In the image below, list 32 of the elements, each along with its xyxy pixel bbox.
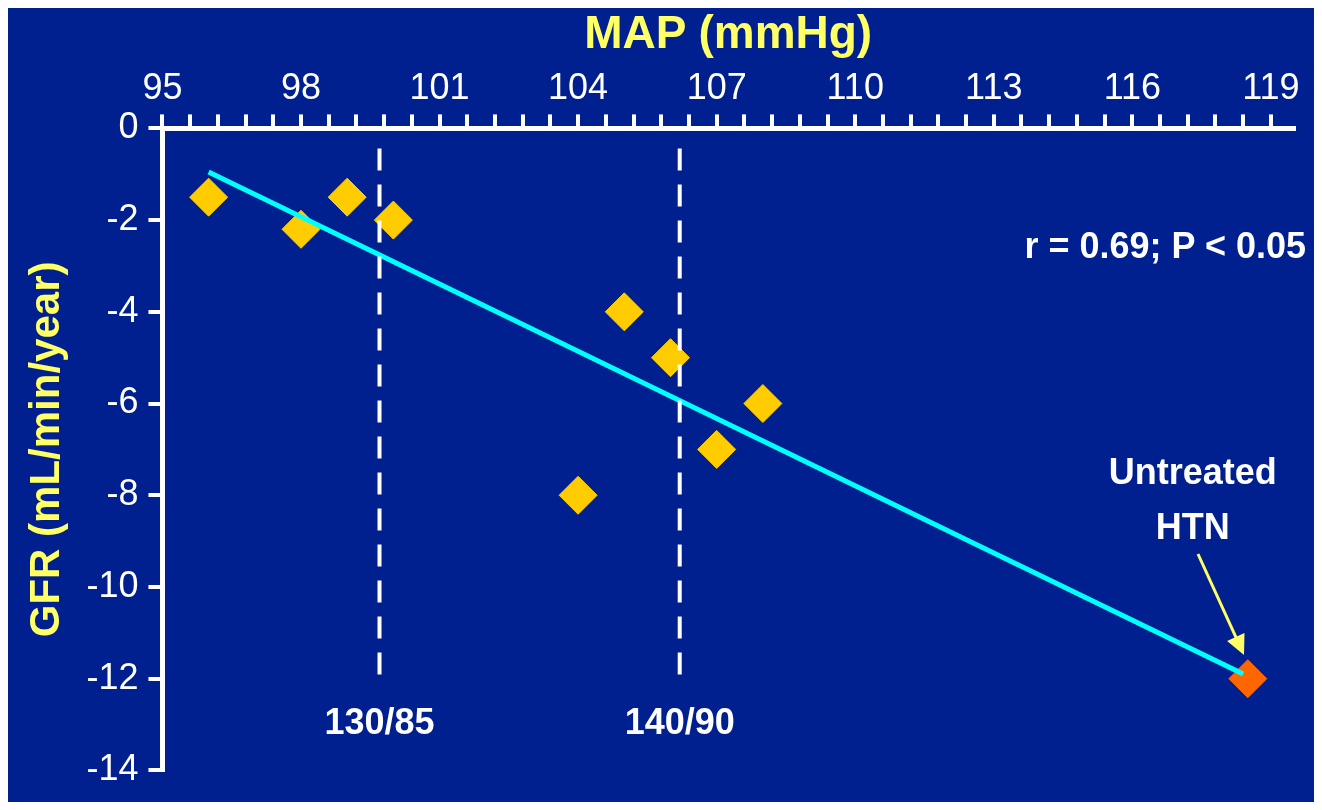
y-tick-label: -2 [106, 197, 139, 239]
y-tick-label: -12 [86, 655, 139, 697]
y-tick-label: 0 [118, 105, 139, 147]
annotation: r = 0.69; P < 0.05 [1024, 224, 1306, 266]
point [558, 475, 598, 515]
point [1228, 659, 1268, 699]
x-tick-label: 104 [548, 65, 609, 107]
annotation: 130/85 [324, 701, 435, 743]
point [373, 200, 413, 240]
point [604, 292, 644, 332]
x-tick-label: 119 [1242, 65, 1300, 107]
x-tick-label: 95 [142, 65, 183, 107]
x-tick-label: 116 [1103, 65, 1162, 107]
x-tick-label: 98 [280, 65, 322, 107]
x-tick-label: 113 [965, 65, 1023, 107]
point [650, 338, 690, 378]
point [189, 177, 229, 217]
y-tick-label: -8 [106, 472, 139, 514]
point [327, 177, 367, 217]
y-tick-label: -4 [106, 288, 139, 330]
y-axis-title: GFR (mL/min/year) [20, 261, 68, 638]
x-tick-label: 107 [686, 65, 747, 107]
x-tick-label: 101 [409, 65, 470, 107]
annotation: Untreated HTN [1108, 450, 1277, 547]
point [697, 429, 737, 469]
point [743, 384, 783, 424]
y-tick-label: -6 [106, 380, 139, 422]
x-tick-label: 110 [826, 65, 884, 107]
y-tick-label: -10 [86, 563, 139, 605]
x-axis-title: MAP (mmHg) [584, 6, 873, 59]
y-tick-label: -14 [86, 747, 139, 789]
annotation: 140/90 [624, 701, 735, 743]
